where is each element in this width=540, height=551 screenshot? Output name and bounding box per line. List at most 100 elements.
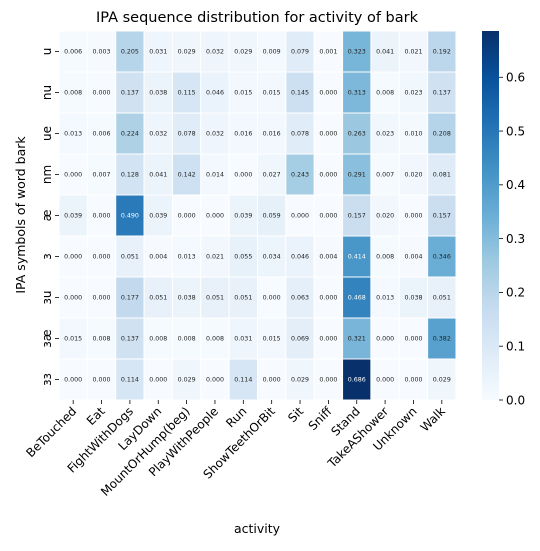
cell-value-label: 0.000 [263,377,281,384]
cell-value-label: 0.000 [319,131,337,138]
x-tick-labels: BeTouched EatFightWithDogsLayDownMountOrH… [23,400,448,499]
cell-value-label: 0.192 [433,49,451,56]
cell-value-label: 0.016 [234,131,252,138]
heatmap-cell [370,194,400,237]
heatmap-cell [342,358,372,401]
cell-value-label: 0.027 [263,172,281,179]
cell-value-label: 0.039 [149,213,167,220]
heatmap-cell [370,235,400,278]
cell-value-label: 0.001 [319,49,337,56]
heatmap-cell [257,358,287,401]
cell-value-label: 0.038 [149,90,167,97]
cell-value-label: 0.041 [376,49,394,56]
cell-value-label: 0.205 [121,49,139,56]
cell-value-label: 0.000 [93,90,111,97]
cell-value-label: 0.000 [319,377,337,384]
heatmap-cell [398,71,429,114]
cell-value-label: 0.014 [206,172,224,179]
cell-value-label: 0.291 [348,172,366,179]
cell-value-label: 0.078 [291,131,309,138]
cell-value-label: 0.115 [178,90,196,97]
cell-value-label: 0.000 [93,377,111,384]
cell-value-label: 0.008 [376,90,394,97]
cell-value-label: 0.013 [178,254,196,261]
cell-value-label: 0.000 [206,213,224,220]
cell-value-label: 0.137 [121,336,139,343]
heatmap-cell [228,358,258,401]
y-tick-label: nu [40,85,54,100]
cell-value-label: 0.010 [404,131,422,138]
cell-value-label: 0.051 [121,254,139,261]
heatmap-cell [228,71,258,114]
heatmap-cell [285,71,315,114]
cell-value-label: 0.000 [319,336,337,343]
heatmap-cell [115,194,145,237]
cell-value-label: 0.000 [263,295,281,302]
heatmap-cell [58,112,88,155]
cell-value-label: 0.081 [433,172,451,179]
cell-value-label: 0.137 [121,90,139,97]
heatmap-cell [398,153,429,196]
heatmap-cell [200,235,230,278]
cell-value-label: 0.013 [376,295,394,302]
heatmap-cell [115,112,145,155]
heatmap-cell [285,112,315,155]
cell-value-label: 0.051 [149,295,167,302]
cell-value-label: 0.015 [64,336,82,343]
cell-value-label: 0.029 [291,377,309,384]
y-tick-label: æ [40,209,54,221]
heatmap-cell [342,153,372,196]
x-tick-label: Walk [418,404,448,434]
cell-value-label: 0.114 [121,377,139,384]
heatmap-cell [427,276,457,319]
colorbar-tick-label: 0.5 [506,124,525,138]
heatmap-cell [86,235,117,278]
cell-value-label: 0.008 [178,336,196,343]
cell-value-label: 0.468 [348,295,366,302]
cell-value-label: 0.008 [64,90,82,97]
heatmap-cell [86,71,117,114]
cell-value-label: 0.313 [348,90,366,97]
heatmap-cell [285,153,315,196]
cell-value-label: 0.020 [376,213,394,220]
heatmap-cell [200,153,230,196]
cell-value-label: 0.000 [178,213,196,220]
heatmap-cell [285,358,315,401]
cell-value-label: 0.008 [376,254,394,261]
heatmap-cell [58,276,88,319]
heatmap-cell [370,317,400,360]
cell-value-label: 0.137 [433,90,451,97]
cell-value-label: 0.079 [291,49,309,56]
y-tick-label: ɜɜ [40,373,54,386]
heatmap-cell [313,30,344,73]
heatmap-cell [115,276,145,319]
heatmap-cell [143,358,173,401]
cell-value-label: 0.000 [319,172,337,179]
cell-value-label: 0.015 [234,90,252,97]
cell-value-label: 0.023 [376,131,394,138]
heatmap-cell [143,235,173,278]
cell-value-label: 0.128 [121,172,139,179]
cell-value-label: 0.004 [319,254,337,261]
heatmap-cell [228,235,258,278]
heatmap-cell [257,30,287,73]
heatmap-cell [427,30,457,73]
x-tick-label: BeTouched [23,404,79,460]
cell-value-label: 0.263 [348,131,366,138]
cell-value-label: 0.000 [234,172,252,179]
cell-value-label: 0.032 [206,131,224,138]
cell-value-label: 0.041 [149,172,167,179]
cell-value-label: 0.000 [404,377,422,384]
y-tick-label: ue [40,126,54,141]
heatmap-cell [228,276,258,319]
cell-value-label: 0.008 [149,336,167,343]
heatmap-cell [115,71,145,114]
heatmap-cell [427,112,457,155]
cell-value-label: 0.000 [64,254,82,261]
cell-value-label: 0.006 [93,131,111,138]
heatmap-cell [200,317,230,360]
cell-value-label: 0.059 [263,213,281,220]
cell-value-label: 0.003 [93,49,111,56]
cell-value-label: 0.000 [93,254,111,261]
